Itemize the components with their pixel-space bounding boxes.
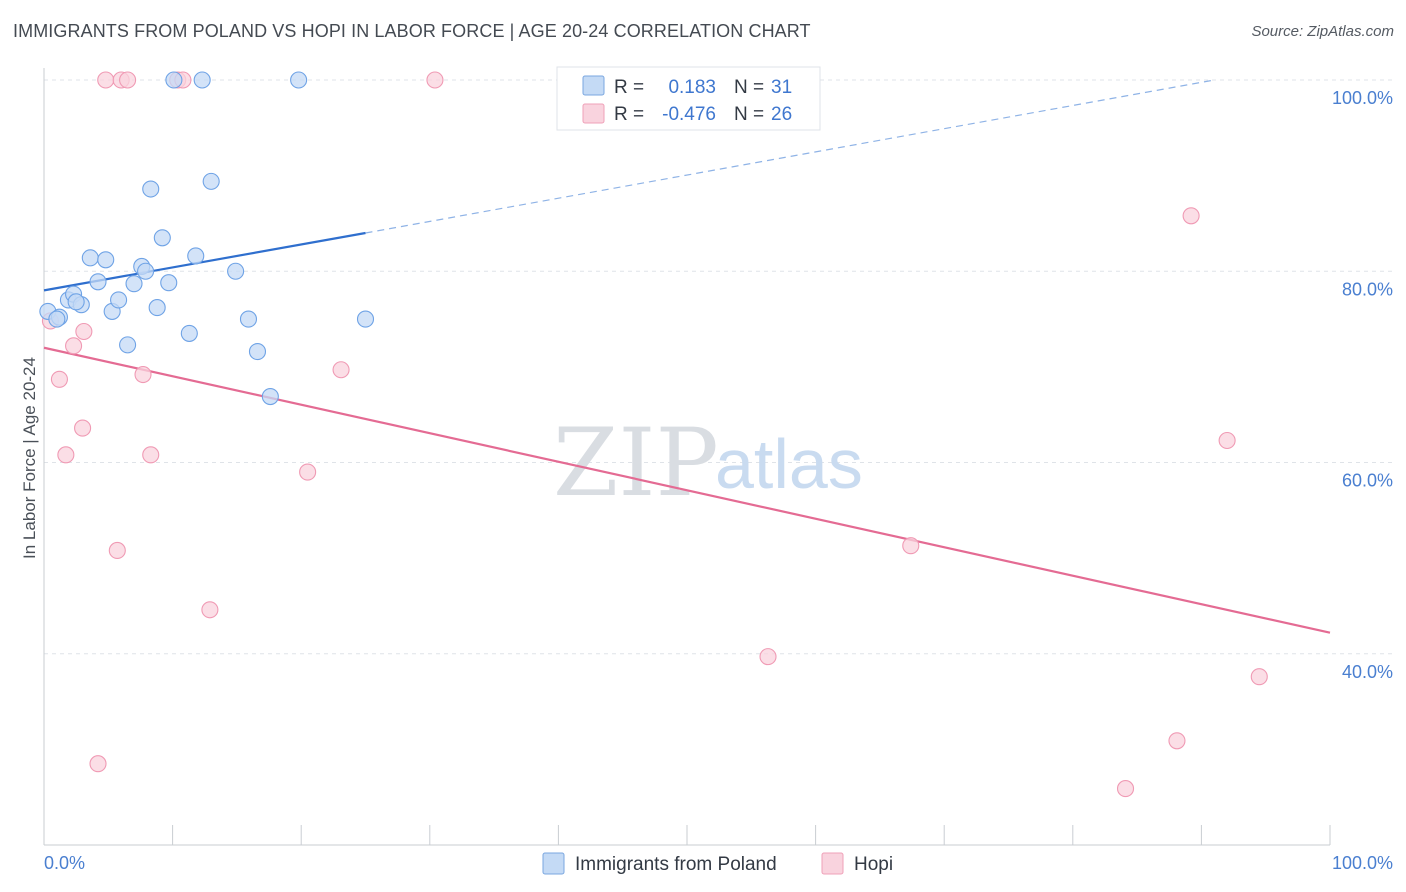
data-point-hopi: [299, 463, 317, 481]
y-tick-label: 100.0%: [1332, 88, 1393, 108]
watermark: ZIP atlas: [553, 409, 863, 518]
data-point-hopi: [1218, 431, 1236, 450]
data-point-poland: [148, 299, 166, 317]
trend-line-hopi: [43, 346, 1331, 634]
grid-lines: [44, 79, 1395, 655]
legend-r-value-1: 0.183: [668, 77, 716, 98]
data-point-poland: [227, 262, 245, 280]
legend-r-value-2: -0.476: [662, 104, 716, 125]
data-point-poland: [125, 275, 143, 293]
data-point-poland: [239, 310, 258, 328]
data-point-hopi: [97, 71, 115, 89]
axes: [43, 68, 1331, 846]
legend-r-label-2: R =: [614, 104, 644, 125]
data-point-poland: [187, 247, 205, 265]
legend-n-value-2: 26: [771, 104, 792, 125]
series-swatch-poland: [542, 852, 565, 875]
data-point-hopi: [1116, 780, 1135, 798]
data-point-poland: [119, 336, 137, 354]
data-point-poland: [67, 293, 85, 311]
data-point-poland: [81, 249, 99, 267]
y-tick-label: 40.0%: [1342, 662, 1393, 682]
data-points: [39, 71, 1268, 798]
data-point-hopi: [50, 370, 68, 388]
data-point-poland: [290, 71, 308, 89]
data-point-hopi: [57, 446, 75, 464]
data-point-hopi: [74, 419, 92, 437]
data-point-hopi: [1250, 668, 1268, 686]
data-point-hopi: [759, 648, 777, 666]
data-point-poland: [48, 310, 66, 328]
data-point-poland: [160, 274, 178, 292]
data-point-poland: [153, 229, 171, 247]
data-point-poland: [97, 251, 115, 269]
data-point-hopi: [1182, 207, 1200, 225]
legend-n-label-2: N =: [734, 104, 764, 125]
x-tick-label: 0.0%: [44, 853, 85, 873]
legend-r-label-1: R =: [614, 77, 644, 98]
data-point-poland: [193, 71, 211, 89]
data-point-poland: [356, 310, 375, 328]
watermark-zip: ZIP: [553, 409, 719, 518]
x-tick-labels: 0.0% 100.0%: [44, 853, 1393, 873]
watermark-atlas: atlas: [715, 425, 863, 503]
data-point-poland: [165, 71, 183, 89]
data-point-poland: [110, 291, 128, 309]
data-point-hopi: [142, 446, 160, 464]
data-point-hopi: [902, 537, 920, 555]
data-point-hopi: [1168, 732, 1186, 750]
data-point-hopi: [89, 755, 107, 773]
chart-title: IMMIGRANTS FROM POLAND VS HOPI IN LABOR …: [13, 21, 811, 41]
legend-n-value-1: 31: [771, 77, 792, 98]
series-swatch-hopi: [821, 852, 844, 875]
series-name-poland: Immigrants from Poland: [575, 854, 777, 875]
series-name-hopi: Hopi: [854, 854, 893, 875]
x-tick-label: 100.0%: [1332, 853, 1393, 873]
y-tick-labels: 40.0% 60.0% 80.0% 100.0%: [1332, 88, 1393, 682]
data-point-poland: [261, 387, 279, 406]
data-point-hopi: [119, 71, 137, 89]
legend-n-label-1: N =: [734, 77, 764, 98]
y-axis-label: In Labor Force | Age 20-24: [20, 357, 39, 559]
data-point-hopi: [426, 71, 444, 89]
data-point-hopi: [75, 322, 93, 341]
legend-swatch-hopi: [582, 103, 605, 124]
trend-lines: [43, 79, 1331, 634]
legend-swatch-poland: [582, 75, 605, 96]
data-point-poland: [137, 262, 155, 280]
data-point-hopi: [65, 337, 83, 355]
data-point-hopi: [332, 361, 350, 379]
y-tick-label: 80.0%: [1342, 279, 1393, 299]
data-point-hopi: [134, 365, 152, 384]
data-point-poland: [142, 180, 160, 198]
data-point-poland: [202, 172, 220, 190]
data-point-poland: [248, 343, 267, 361]
data-point-hopi: [201, 601, 219, 619]
series-legend: Immigrants from Poland Hopi: [542, 852, 893, 875]
data-point-poland: [180, 324, 198, 342]
data-point-hopi: [108, 541, 126, 560]
stats-legend: R = 0.183 N = 31 R = -0.476 N = 26: [556, 66, 821, 131]
y-tick-label: 60.0%: [1342, 471, 1393, 491]
source-label: Source: ZipAtlas.com: [1251, 23, 1394, 40]
data-point-poland: [89, 273, 107, 291]
